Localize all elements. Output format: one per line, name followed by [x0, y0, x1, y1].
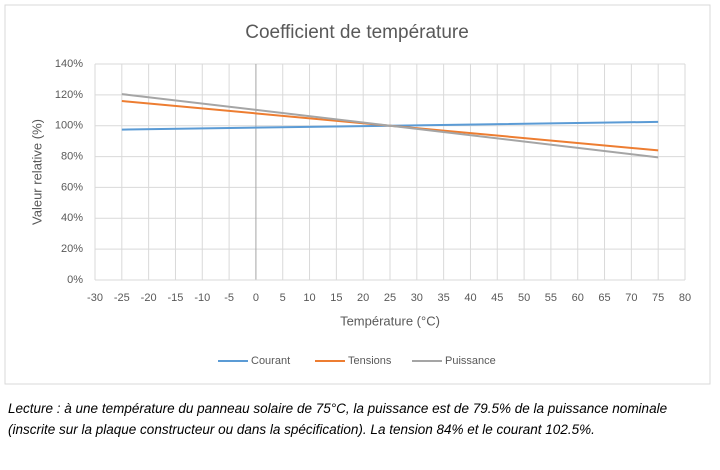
- x-tick-label: 30: [411, 292, 423, 304]
- x-tick-label: -30: [87, 292, 103, 304]
- x-tick-label: 65: [598, 292, 610, 304]
- y-tick-label: 80%: [61, 150, 83, 162]
- y-tick-label: 20%: [61, 243, 83, 255]
- y-tick-label: 0%: [67, 274, 83, 286]
- x-tick-label: 70: [625, 292, 637, 304]
- chart: Coefficient de température Température (…: [4, 4, 711, 385]
- x-tick-label: 10: [303, 292, 315, 304]
- y-axis-label: Valeur relative (%): [29, 119, 44, 225]
- x-tick-label: 60: [572, 292, 584, 304]
- x-tick-label: -25: [114, 292, 130, 304]
- x-tick-label: 75: [652, 292, 664, 304]
- x-tick-label: 0: [253, 292, 259, 304]
- y-tick-label: 120%: [55, 89, 83, 101]
- x-tick-label: -15: [168, 292, 184, 304]
- x-tick-label: 15: [330, 292, 342, 304]
- y-tick-label: 100%: [55, 120, 83, 132]
- x-axis-label: Température (°C): [340, 313, 440, 328]
- caption: Lecture : à une température du panneau s…: [8, 401, 668, 437]
- x-tick-label: 35: [438, 292, 450, 304]
- y-tick-label: 60%: [61, 181, 83, 193]
- x-tick-label: 50: [518, 292, 530, 304]
- x-tick-label: -10: [194, 292, 210, 304]
- x-tick-label: 80: [679, 292, 691, 304]
- chart-frame: [4, 4, 711, 385]
- x-tick-label: -5: [224, 292, 234, 304]
- chart-title: Coefficient de température: [245, 22, 469, 43]
- y-tick-label: 40%: [61, 212, 83, 224]
- x-tick-label: 55: [545, 292, 557, 304]
- legend-label: Courant: [251, 355, 290, 367]
- x-tick-label: 20: [357, 292, 369, 304]
- x-tick-label: 45: [491, 292, 503, 304]
- legend-label: Puissance: [445, 355, 496, 367]
- legend-label: Tensions: [348, 355, 392, 367]
- x-tick-label: -20: [141, 292, 157, 304]
- x-tick-label: 5: [280, 292, 286, 304]
- x-tick-label: 25: [384, 292, 396, 304]
- series-line: [121, 93, 659, 159]
- y-tick-label: 140%: [55, 58, 83, 70]
- x-tick-label: 40: [464, 292, 476, 304]
